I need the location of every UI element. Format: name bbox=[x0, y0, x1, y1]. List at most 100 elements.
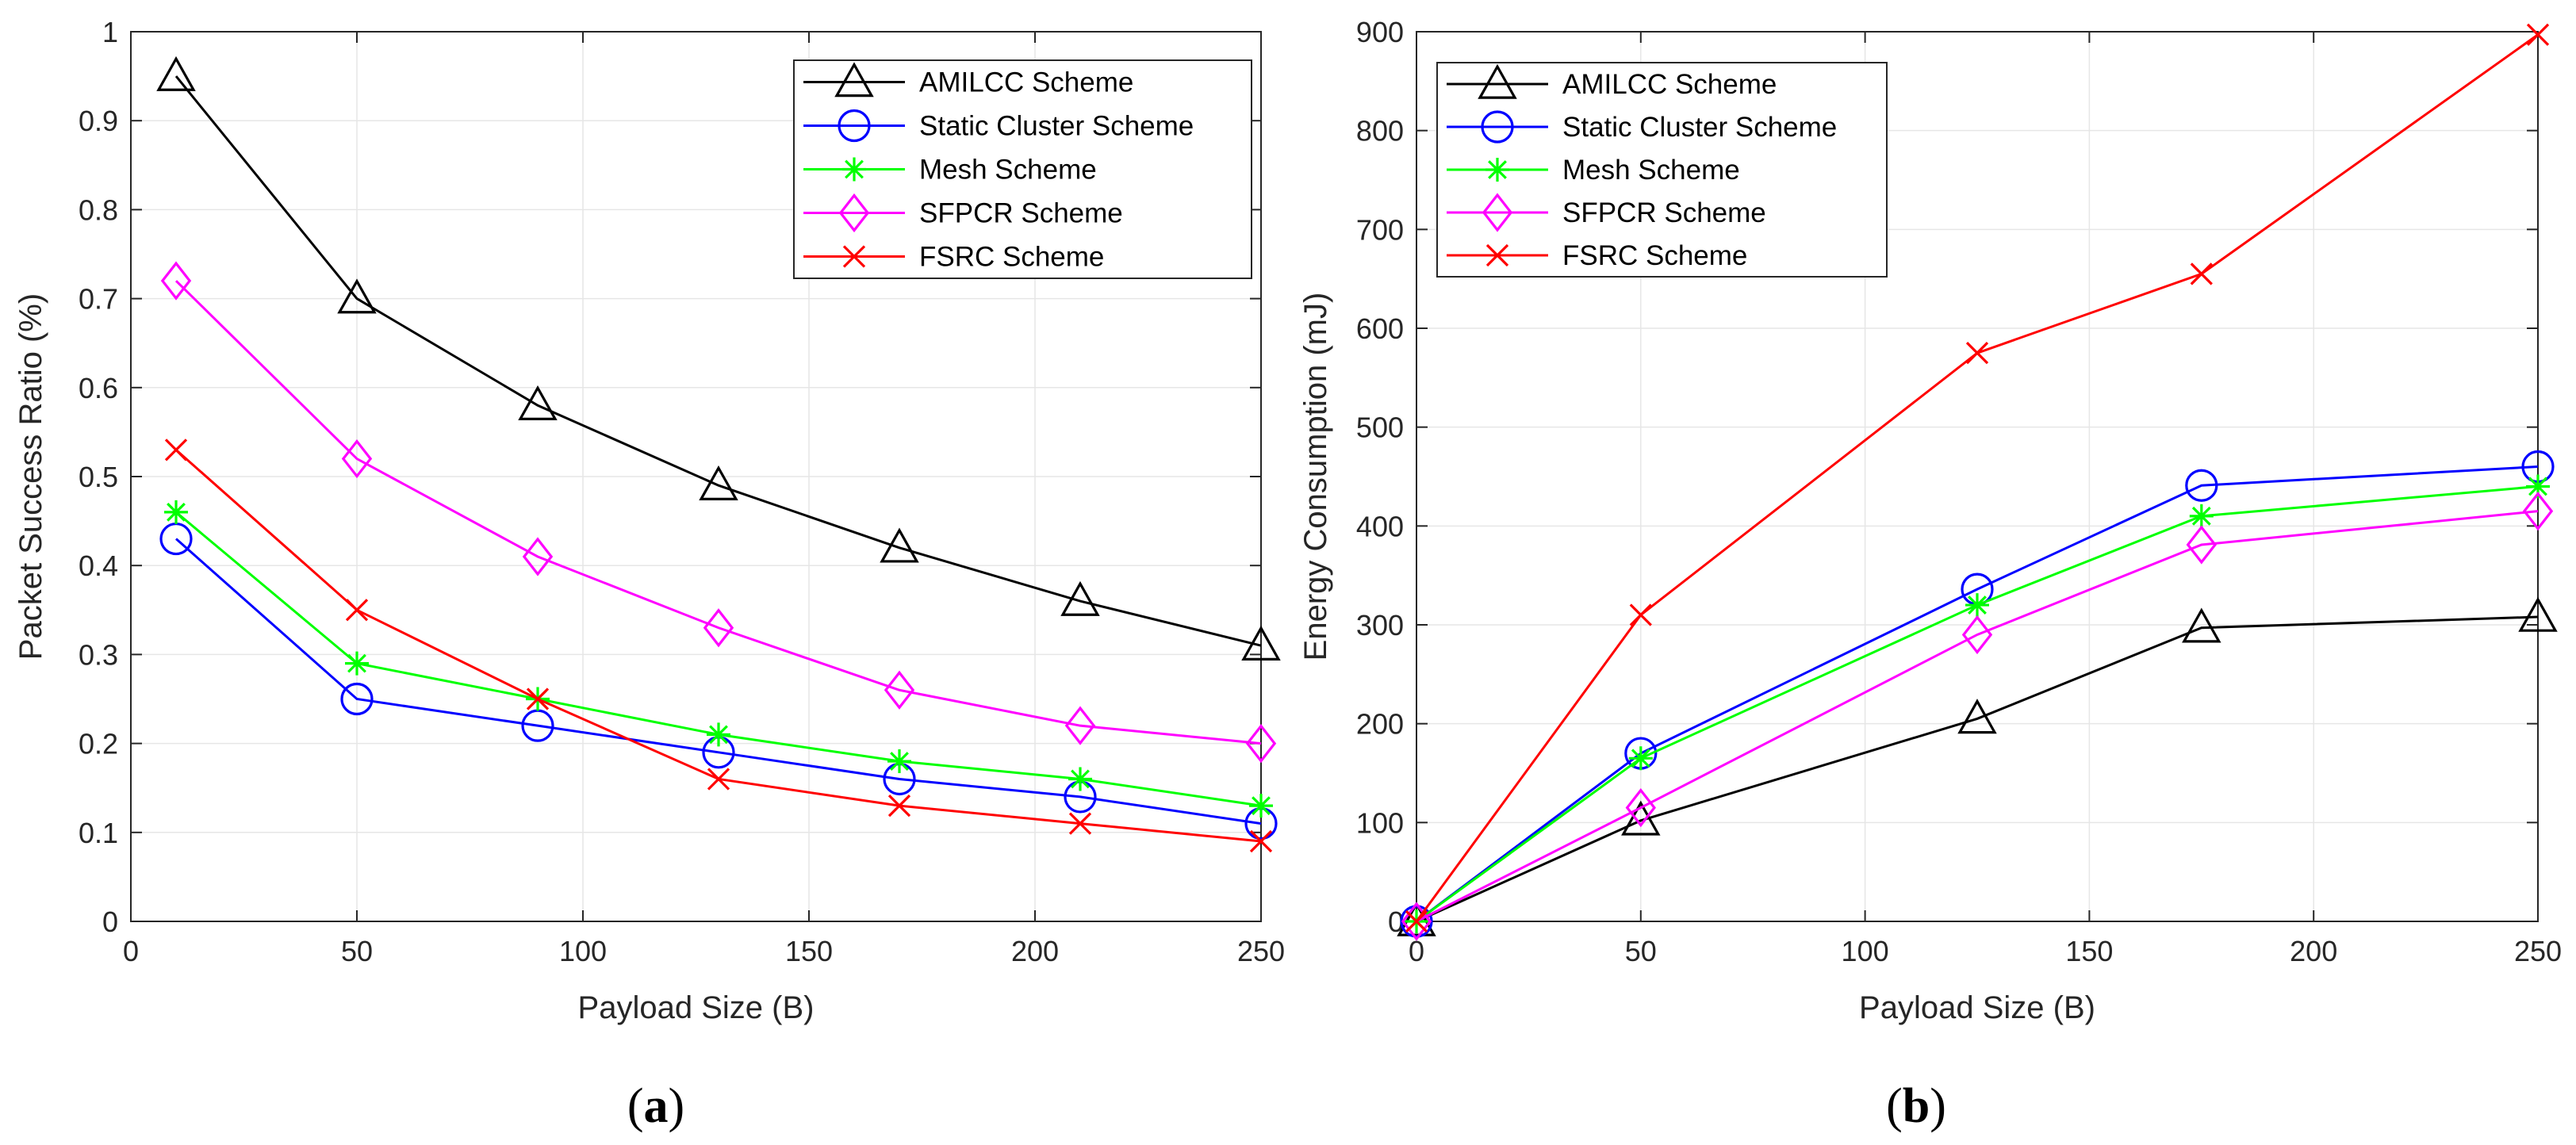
x-tick-label: 250 bbox=[1237, 935, 1285, 967]
caption-open: ( bbox=[1886, 1079, 1903, 1133]
series-group bbox=[1397, 23, 2558, 941]
y-tick-label: 1 bbox=[102, 16, 118, 48]
legend-marker bbox=[1482, 193, 1513, 232]
amilcc-scheme-point bbox=[337, 278, 377, 314]
y-axis-label: Packet Success Ratio (%) bbox=[13, 293, 48, 660]
x-tick-label: 0 bbox=[123, 935, 139, 967]
amilcc-scheme-line bbox=[174, 75, 1262, 647]
amilcc-scheme-point bbox=[699, 465, 738, 500]
ticks: 0 50 100 150 200 250 0 0.1 0.2 0.3 0.4 0.5 0.6 0.7 0.8… bbox=[79, 16, 1285, 967]
fsrc-scheme-point bbox=[2526, 23, 2550, 46]
legend-marker bbox=[838, 193, 870, 233]
static-cluster-scheme-line bbox=[175, 538, 1262, 825]
caption-letter: a bbox=[644, 1079, 669, 1133]
y-tick-label: 500 bbox=[1356, 412, 1404, 444]
y-tick-label: 0.1 bbox=[79, 817, 118, 849]
sfpcr-scheme-point bbox=[341, 438, 373, 479]
amilcc-scheme-point bbox=[1957, 699, 1997, 734]
caption-letter: b bbox=[1903, 1079, 1930, 1133]
amilcc-scheme-point bbox=[2518, 596, 2558, 632]
legend-label: Mesh Scheme bbox=[1562, 155, 1740, 186]
legend-marker bbox=[1485, 158, 1509, 182]
legend-label: AMILCC Scheme bbox=[1562, 69, 1777, 100]
fsrc-scheme-point bbox=[887, 795, 911, 818]
x-axis-label: Payload Size (B) bbox=[578, 990, 815, 1025]
mesh-scheme-point bbox=[164, 500, 188, 524]
sfpcr-scheme-point bbox=[522, 537, 554, 576]
amilcc-scheme-point bbox=[156, 56, 196, 91]
fsrc-scheme-point bbox=[164, 438, 188, 461]
y-tick-label: 0.6 bbox=[79, 372, 118, 404]
sfpcr-scheme-point bbox=[1961, 615, 1993, 655]
gridlines bbox=[130, 31, 1262, 922]
x-axis-label: Payload Size (B) bbox=[1859, 990, 2095, 1025]
static-cluster-scheme-line bbox=[1416, 465, 2539, 923]
legend-label: Mesh Scheme bbox=[919, 155, 1097, 186]
y-tick-label: 0 bbox=[102, 906, 118, 938]
sfpcr-scheme-point bbox=[2522, 492, 2554, 531]
mesh-scheme-point bbox=[1068, 767, 1092, 791]
fsrc-scheme-point bbox=[707, 768, 730, 791]
legend-marker bbox=[1481, 110, 1514, 144]
y-tick-label: 0 bbox=[1388, 906, 1404, 938]
mesh-scheme-point bbox=[345, 651, 369, 676]
amilcc-scheme-line bbox=[1416, 615, 2539, 923]
fsrc-scheme-point bbox=[2190, 262, 2213, 285]
sfpcr-scheme-point bbox=[2186, 525, 2217, 565]
sfpcr-scheme-point bbox=[1064, 706, 1096, 745]
y-tick-label: 0.9 bbox=[79, 105, 118, 137]
legend-marker bbox=[842, 157, 866, 182]
legend-marker bbox=[834, 62, 874, 98]
legend-label: SFPCR Scheme bbox=[919, 198, 1123, 229]
legend-label: Static Cluster Scheme bbox=[1562, 112, 1837, 143]
legend-marker bbox=[842, 245, 866, 268]
amilcc-scheme-point bbox=[1397, 901, 1436, 936]
legend-label: FSRC Scheme bbox=[1562, 240, 1747, 271]
series-group bbox=[156, 56, 1281, 853]
caption-close: ) bbox=[669, 1079, 685, 1133]
legend-marker bbox=[838, 109, 871, 143]
amilcc-scheme-point bbox=[518, 385, 558, 421]
x-tick-label: 50 bbox=[341, 935, 373, 967]
fsrc-scheme-point bbox=[345, 599, 369, 622]
y-tick-label: 0.3 bbox=[79, 638, 118, 671]
caption-open: ( bbox=[627, 1079, 644, 1133]
y-tick-label: 0.5 bbox=[79, 461, 118, 493]
figure-caption: (a) bbox=[627, 1079, 684, 1133]
legend-label: FSRC Scheme bbox=[919, 242, 1104, 273]
amilcc-scheme-point bbox=[880, 527, 919, 563]
fsrc-scheme-point bbox=[1068, 812, 1092, 835]
sfpcr-scheme-point bbox=[703, 608, 734, 648]
mesh-scheme-point bbox=[707, 722, 730, 747]
sfpcr-scheme-point bbox=[1401, 902, 1432, 941]
chart-b: 0 50 100 150 200 250 0 100 200 300 400 500 600 700 800… bbox=[1298, 16, 2562, 1133]
x-tick-label: 150 bbox=[785, 935, 833, 967]
ticks: 0 50 100 150 200 250 0 100 200 300 400 500 600 700 800… bbox=[1356, 16, 2562, 967]
y-tick-label: 700 bbox=[1356, 213, 1404, 246]
y-tick-label: 0.8 bbox=[79, 193, 118, 226]
x-tick-label: 50 bbox=[1625, 935, 1657, 967]
legend-label: Static Cluster Scheme bbox=[919, 111, 1194, 142]
legend-label: SFPCR Scheme bbox=[1562, 197, 1766, 228]
amilcc-scheme-point bbox=[2182, 607, 2221, 643]
x-tick-label: 250 bbox=[2514, 935, 2562, 967]
sfpcr-scheme-point bbox=[1245, 723, 1277, 764]
y-tick-label: 400 bbox=[1356, 510, 1404, 542]
y-tick-label: 0.4 bbox=[79, 550, 118, 582]
y-tick-label: 200 bbox=[1356, 708, 1404, 741]
x-tick-label: 200 bbox=[1011, 935, 1059, 967]
y-tick-label: 0.2 bbox=[79, 728, 118, 760]
y-tick-label: 0.7 bbox=[79, 283, 118, 316]
fsrc-scheme-point bbox=[1249, 829, 1273, 853]
y-tick-label: 800 bbox=[1356, 115, 1404, 147]
fsrc-scheme-point bbox=[526, 687, 550, 710]
fsrc-scheme-point bbox=[1965, 342, 1989, 365]
x-tick-label: 200 bbox=[2290, 935, 2337, 967]
mesh-scheme-point bbox=[2526, 474, 2550, 499]
sfpcr-scheme-point bbox=[884, 670, 915, 710]
legend-label: AMILCC Scheme bbox=[919, 67, 1133, 98]
legend-marker bbox=[1478, 63, 1517, 99]
amilcc-scheme-point bbox=[1621, 800, 1661, 836]
x-tick-label: 100 bbox=[1842, 935, 1889, 967]
